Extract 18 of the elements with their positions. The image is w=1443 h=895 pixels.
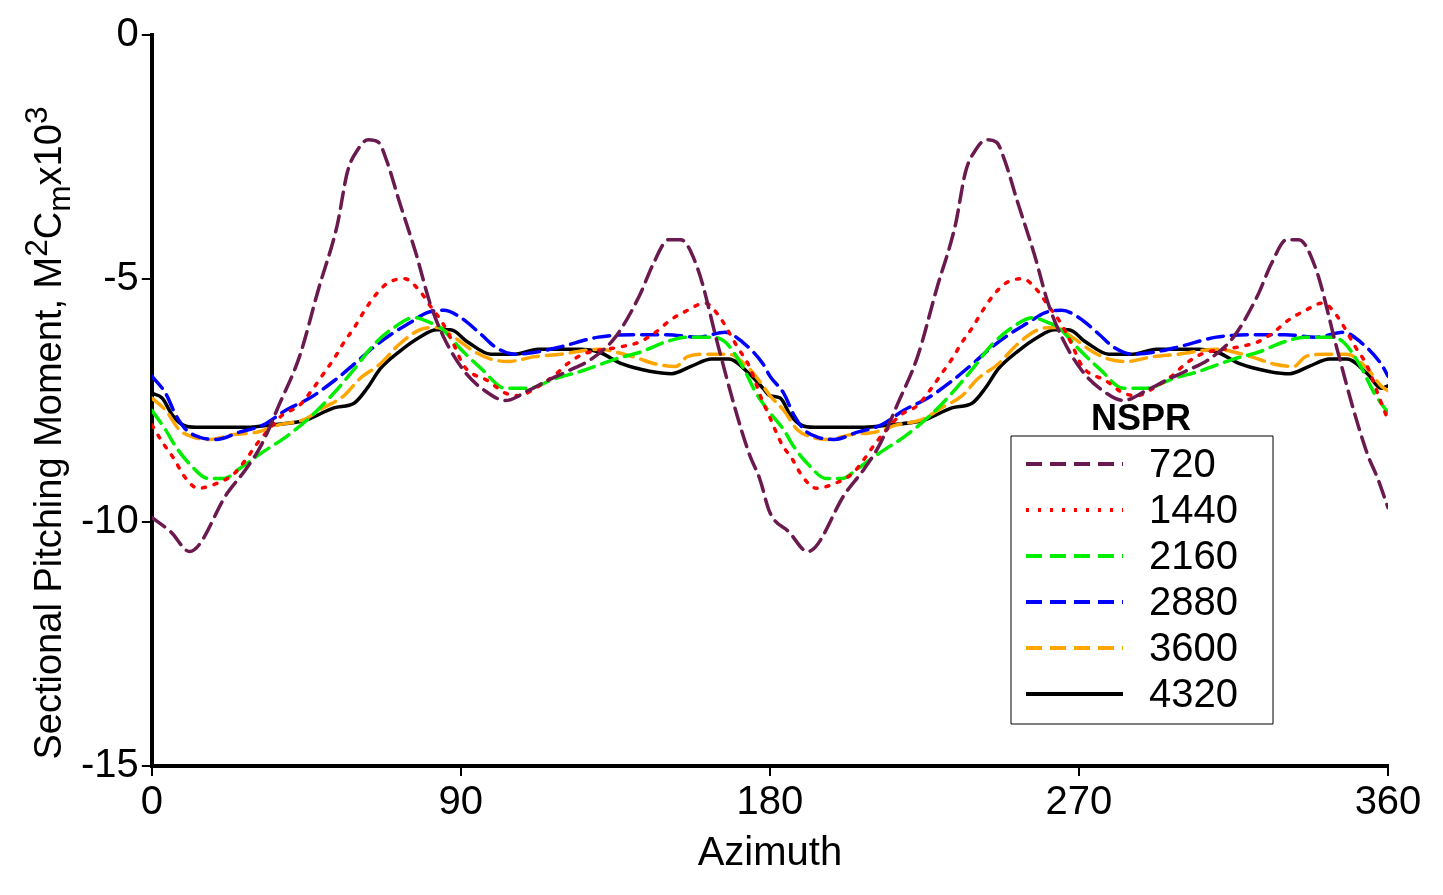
legend-label: 720 — [1149, 441, 1216, 486]
x-tick-label: 90 — [438, 778, 484, 823]
y-tick-label: -10 — [81, 497, 139, 542]
legend-label: 2880 — [1149, 579, 1238, 624]
legend-label: 1440 — [1149, 487, 1238, 532]
y-tick-label: -5 — [103, 253, 139, 298]
legend-title: NSPR — [1090, 396, 1192, 438]
line-series — [151, 276, 1388, 490]
y-tick-label: -15 — [81, 741, 139, 786]
x-tick-label: 180 — [736, 778, 804, 823]
x-tick-label: 360 — [1354, 778, 1422, 823]
legend-label: 3600 — [1149, 625, 1238, 670]
legend-label: 4320 — [1149, 671, 1238, 716]
line-series — [151, 315, 1388, 481]
legend-label: 2160 — [1149, 533, 1238, 578]
x-axis-title: Azimuth — [697, 829, 843, 874]
y-tick-label: 0 — [116, 10, 139, 55]
x-tick-label: 270 — [1045, 778, 1113, 823]
